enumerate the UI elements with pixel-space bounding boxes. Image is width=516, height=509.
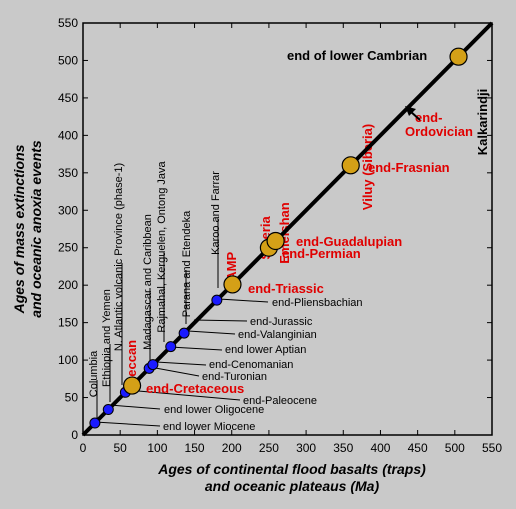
y-tick-label: 500	[58, 53, 78, 67]
small-data-point	[178, 327, 190, 339]
large-data-point	[341, 156, 360, 175]
event-label: end lower Aptian	[225, 344, 306, 356]
trap-label: Deccan	[124, 340, 139, 386]
x-tick-label: 550	[482, 441, 502, 455]
data-points	[89, 47, 468, 429]
trap-label: Columbia	[88, 350, 100, 397]
y-tick-label: 450	[58, 91, 78, 105]
event-leader-line	[149, 366, 200, 377]
y-tick-label: 200	[58, 278, 78, 292]
y-axis-title-line1: Ages of mass extinctions	[11, 144, 27, 314]
event-label: end lower Oligocene	[164, 404, 264, 416]
y-tick-label: 300	[58, 203, 78, 217]
large-data-point	[122, 376, 142, 395]
x-tick-label: 100	[147, 441, 167, 455]
x-tick-label: 400	[370, 441, 390, 455]
event-label: end-Cretaceous	[146, 381, 244, 396]
event-label: end-Paleocene	[243, 395, 317, 407]
event-leader-line	[193, 319, 248, 322]
trap-label: Karoo and Farrar	[210, 171, 222, 255]
event-leader-line	[169, 346, 223, 351]
y-tick-label: 150	[58, 316, 78, 330]
x-tick-label: 200	[222, 441, 242, 455]
y-tick-label: 0	[71, 428, 78, 442]
small-data-point	[89, 417, 101, 429]
event-leader-line	[218, 298, 269, 303]
y-tick-label: 350	[58, 166, 78, 180]
x-tick-label: 350	[333, 441, 353, 455]
small-data-point	[165, 341, 177, 353]
trap-label: Madagascar and Caribbean	[142, 214, 154, 350]
y-axis-title-line2: and oceanic anoxia events	[28, 140, 44, 318]
x-tick-label: 300	[296, 441, 316, 455]
event-label: Ordovician	[405, 124, 473, 139]
x-tick-label: 250	[259, 441, 279, 455]
y-tick-label: 250	[58, 241, 78, 255]
small-data-point	[211, 294, 223, 306]
trap-label: N. Atlantic volcanic Province (phase-1)	[113, 163, 125, 351]
event-label: end-Permian	[282, 246, 361, 261]
event-label: end-	[415, 110, 442, 125]
x-axis-title-line1: Ages of continental flood basalts (traps…	[157, 461, 426, 477]
large-data-point	[266, 231, 285, 251]
plot-area	[82, 22, 493, 436]
large-data-point	[223, 275, 242, 294]
trap-label: Ethiopia and Yemen	[101, 289, 113, 387]
event-leader-line	[94, 421, 161, 427]
event-label: end-Turonian	[202, 371, 267, 383]
event-leader-line	[109, 404, 161, 410]
small-data-point	[102, 404, 114, 416]
x-tick-label: 0	[80, 441, 87, 455]
event-label: end-Triassic	[248, 281, 324, 296]
event-label: end-Valanginian	[238, 329, 317, 341]
y-tick-label: 550	[58, 16, 78, 30]
event-leader-line	[126, 389, 241, 401]
event-leader-line	[187, 330, 236, 335]
y-tick-label: 50	[65, 391, 79, 405]
event-label: end-Frasnian	[368, 160, 450, 175]
small-data-point	[147, 359, 159, 371]
annotations: Columbia Ethiopia and Yemen N. Atlantic vo…	[88, 48, 490, 433]
ordovician-arrow	[405, 106, 421, 121]
axis-ticks: 0 50 100 150 200 250 300 350 400 450 500 550 0 50 100 1…	[58, 16, 502, 455]
event-label: end of lower Cambrian	[287, 48, 427, 63]
event-label: end-Jurassic	[250, 316, 313, 328]
trap-label: Rajmahal, Kerguelen, Ontong Java	[156, 161, 168, 333]
trap-label: Kalkarindji	[475, 89, 490, 155]
arrow-head	[405, 106, 416, 116]
y-tick-label: 100	[58, 353, 78, 367]
event-label: end-Cenomanian	[209, 359, 293, 371]
large-data-point	[449, 47, 468, 66]
y-tick-label: 400	[58, 128, 78, 142]
trap-label: Parana and Etendeka	[181, 210, 193, 317]
event-leader-line	[155, 361, 207, 366]
x-tick-label: 50	[114, 441, 128, 455]
event-label: end lower Miocene	[163, 421, 255, 433]
x-tick-label: 450	[408, 441, 428, 455]
event-label: end-Guadalupian	[296, 234, 402, 249]
x-tick-label: 150	[185, 441, 205, 455]
x-tick-label: 500	[445, 441, 465, 455]
x-axis-title-line2: and oceanic plateaus (Ma)	[205, 478, 380, 494]
event-label: end-Pliensbachian	[272, 297, 363, 309]
